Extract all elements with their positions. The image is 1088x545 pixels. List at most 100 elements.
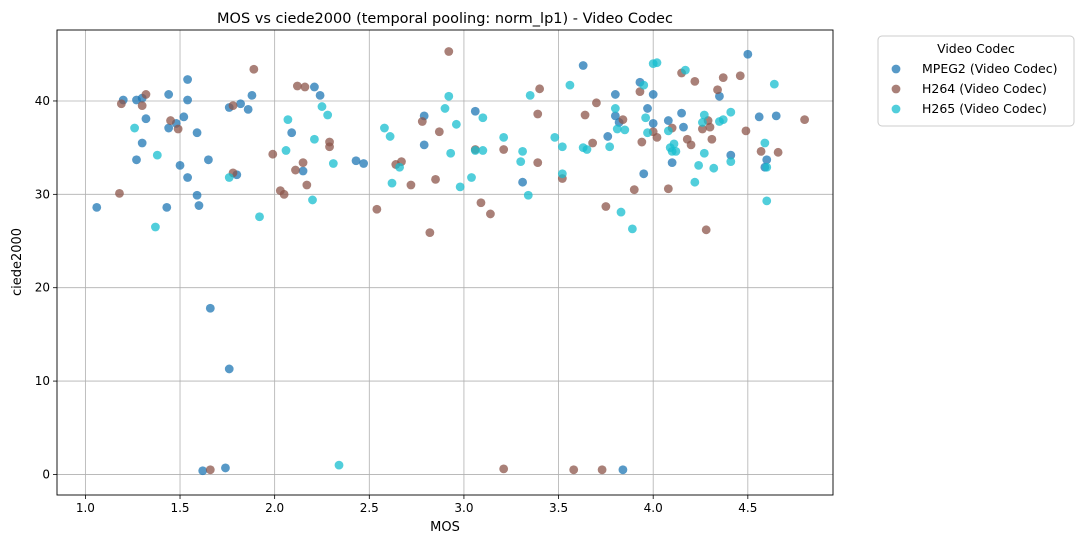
data-point [639, 80, 649, 90]
data-point [298, 166, 308, 176]
data-point [705, 122, 715, 132]
data-point [455, 182, 465, 192]
data-point [478, 113, 488, 123]
data-point [557, 142, 567, 152]
data-point [152, 150, 162, 160]
data-point [525, 90, 535, 100]
series-3 [130, 58, 779, 470]
data-point [302, 180, 312, 190]
data-point [580, 110, 590, 120]
y-axis-label: ciede2000 [10, 228, 25, 296]
data-point [677, 108, 686, 118]
data-point [518, 177, 527, 187]
x-axis-ticks: 1.0 1.5 2.0 2.5 3.0 3.5 4.0 4.5 [76, 495, 757, 515]
data-point [434, 127, 444, 137]
data-point [486, 209, 495, 219]
data-point [323, 110, 333, 120]
data-point [315, 90, 325, 100]
data-point [308, 195, 317, 205]
data-point [406, 180, 416, 190]
data-point [610, 104, 620, 113]
data-point [334, 460, 344, 470]
data-point [446, 148, 456, 158]
data-point [699, 148, 709, 158]
data-point [228, 101, 238, 111]
data-point [179, 112, 189, 122]
data-point [444, 47, 454, 56]
data-point [141, 114, 151, 124]
data-point [175, 160, 185, 170]
data-point [641, 113, 651, 123]
data-point [800, 115, 810, 125]
data-point [663, 116, 673, 125]
data-point [694, 160, 704, 170]
legend-entry-label: MPEG2 (Video Codec) [922, 61, 1057, 76]
data-point [610, 111, 620, 121]
data-point [164, 90, 174, 99]
data-point [192, 190, 202, 200]
data-point [618, 465, 628, 475]
data-point [754, 112, 764, 122]
legend-items: MPEG2 (Video Codec) H264 (Video Codec) H26… [891, 61, 1057, 116]
x-tick-label: 3.0 [454, 501, 473, 515]
x-tick-label: 2.5 [360, 501, 379, 515]
data-point [198, 466, 208, 476]
data-point [115, 189, 124, 198]
data-point [395, 162, 404, 172]
data-point [663, 184, 673, 194]
data-point [523, 190, 533, 200]
data-point [470, 146, 480, 155]
data-point [281, 146, 291, 155]
data-point [698, 118, 707, 127]
legend-entry-label: H264 (Video Codec) [922, 81, 1047, 96]
data-point [467, 173, 476, 182]
data-point [325, 142, 334, 152]
data-point [550, 132, 560, 142]
data-point [204, 155, 213, 165]
data-point [612, 124, 622, 134]
data-point [756, 146, 766, 156]
data-point [616, 207, 626, 217]
data-point [183, 95, 192, 105]
legend-box [877, 35, 1075, 127]
data-point [419, 140, 429, 150]
data-point [166, 116, 175, 125]
data-point [291, 165, 300, 175]
data-point [431, 174, 440, 184]
data-point [268, 149, 278, 159]
data-point [151, 222, 160, 232]
data-point [680, 65, 690, 75]
plot-frame [56, 29, 834, 496]
legend: Video Codec MPEG2 (Video Codec) H264 (Vid… [877, 35, 1075, 127]
data-point [292, 81, 302, 91]
y-tick-label: 30 [35, 187, 50, 201]
data-point [592, 98, 601, 108]
data-point [726, 150, 736, 160]
data-point [582, 145, 592, 154]
x-tick-label: 1.5 [170, 501, 189, 515]
data-point [718, 115, 728, 125]
data-point [667, 158, 677, 167]
data-point [565, 80, 575, 90]
data-point [569, 465, 579, 475]
y-tick-label: 40 [35, 94, 50, 108]
data-point [643, 128, 652, 138]
x-axis-label: MOS [430, 520, 460, 535]
data-point [173, 124, 183, 134]
data-point [557, 169, 567, 179]
data-point [518, 146, 527, 156]
data-point [663, 126, 673, 136]
data-point [652, 132, 662, 142]
data-point [698, 124, 707, 134]
data-point [470, 106, 480, 116]
x-tick-label: 4.0 [644, 501, 663, 515]
data-point [735, 71, 745, 81]
data-point [726, 107, 736, 117]
data-point [601, 202, 611, 211]
data-point [686, 140, 696, 150]
data-point [762, 162, 772, 172]
data-point [713, 85, 722, 95]
data-point [478, 146, 488, 155]
data-point [726, 157, 736, 167]
data-point [718, 73, 728, 83]
